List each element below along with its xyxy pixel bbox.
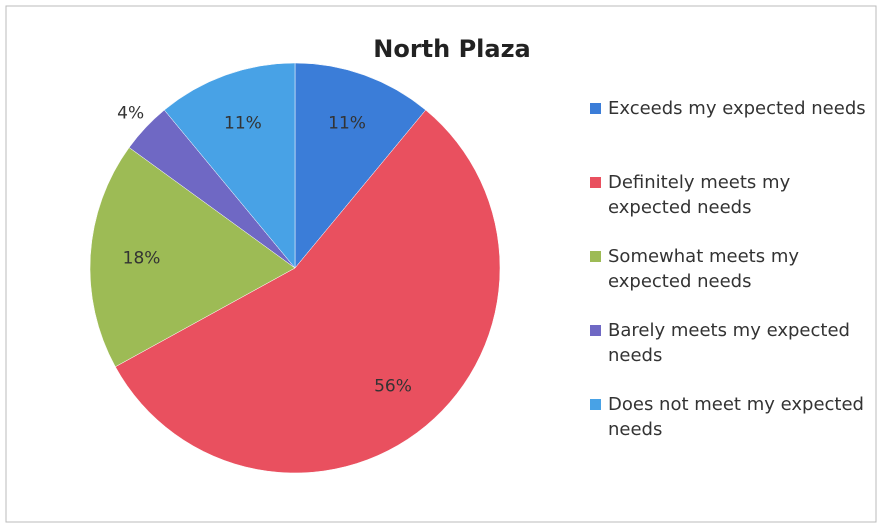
data-label: 56% xyxy=(374,376,412,396)
data-label: 11% xyxy=(224,113,262,133)
legend-item: Somewhat meets my expected needs xyxy=(590,244,878,294)
legend-label: Exceeds my expected needs xyxy=(608,98,866,119)
data-label: 11% xyxy=(328,113,366,133)
legend-swatch xyxy=(590,177,601,188)
legend-swatch xyxy=(590,399,601,410)
legend-item: Does not meet my expected needs xyxy=(590,392,878,442)
legend-label: Somewhat meets my expected needs xyxy=(608,246,800,292)
pie-slice xyxy=(163,62,296,269)
legend-label: Barely meets my expected needs xyxy=(608,320,850,366)
legend-item: Definitely meets my expected needs xyxy=(590,170,878,220)
legend-item: Exceeds my expected needs xyxy=(590,96,878,121)
chart-title: North Plaza xyxy=(373,35,531,63)
legend-swatch xyxy=(590,325,601,336)
pie-slice xyxy=(115,109,501,474)
legend-swatch xyxy=(590,103,601,114)
pie-slice xyxy=(294,62,427,269)
pie-slice xyxy=(89,147,296,368)
legend-item: Barely meets my expected needs xyxy=(590,318,878,368)
legend-label: Definitely meets my expected needs xyxy=(608,172,791,218)
data-label: 4% xyxy=(117,104,144,124)
legend-swatch xyxy=(590,251,601,262)
data-label: 18% xyxy=(123,248,161,268)
legend-label: Does not meet my expected needs xyxy=(608,394,864,440)
